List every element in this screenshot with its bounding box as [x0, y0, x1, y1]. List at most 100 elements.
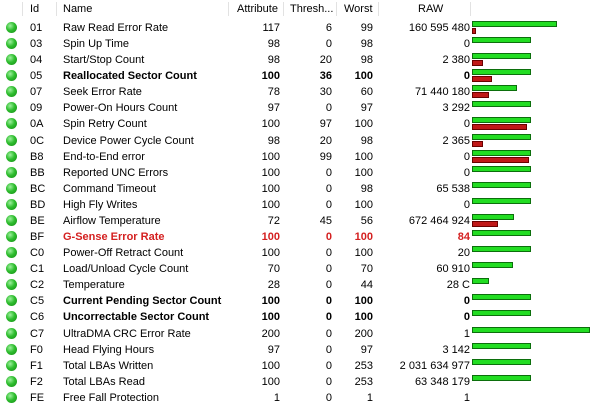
worst-cell: 56 — [360, 214, 373, 227]
raw-cell: 2 365 — [442, 134, 470, 147]
threshold-cell: 36 — [319, 70, 332, 83]
status-ok-icon — [6, 102, 17, 114]
name-cell: Airflow Temperature — [63, 214, 161, 227]
table-row[interactable]: BE Airflow Temperature 72 45 56 672 464 924 — [0, 213, 600, 229]
table-row[interactable]: 05 Reallocated Sector Count 100 36 100 0 — [0, 68, 600, 84]
attribute-cell: 100 — [261, 70, 280, 83]
table-row[interactable]: 07 Seek Error Rate 78 30 60 71 440 180 — [0, 84, 600, 100]
table-row[interactable]: BF G-Sense Error Rate 100 0 100 84 — [0, 229, 600, 245]
raw-cell: 0 — [463, 118, 470, 131]
table-row[interactable]: C5 Current Pending Sector Count 100 0 100 0 — [0, 293, 600, 309]
raw-cell: 0 — [463, 311, 470, 324]
status-column-header[interactable] — [0, 0, 22, 18]
table-row[interactable]: BC Command Timeout 100 0 98 65 538 — [0, 181, 600, 197]
name-cell: Start/Stop Count — [63, 54, 145, 67]
name-cell: Seek Error Rate — [63, 86, 142, 99]
threshold-cell: 0 — [325, 231, 332, 244]
value-bar — [472, 181, 531, 188]
attribute-column-header[interactable]: Attribute — [237, 3, 278, 15]
raw-cell: 2 380 — [442, 54, 470, 67]
worst-column-header[interactable]: Worst — [344, 3, 373, 15]
table-row[interactable]: B8 End-to-End error 100 99 100 0 — [0, 149, 600, 165]
name-column-header[interactable]: Name — [63, 3, 93, 15]
value-bar — [472, 117, 531, 124]
status-ok-icon — [6, 166, 17, 178]
raw-cell: 3 142 — [442, 343, 470, 356]
name-cell: High Fly Writes — [63, 198, 138, 211]
table-row[interactable]: 03 Spin Up Time 98 0 98 0 — [0, 36, 600, 52]
threshold-cell: 99 — [319, 150, 332, 163]
table-row[interactable]: C0 Power-Off Retract Count 100 0 100 20 — [0, 245, 600, 261]
worst-cell: 100 — [354, 70, 373, 83]
status-ok-icon — [6, 375, 17, 387]
name-cell: Temperature — [63, 279, 125, 292]
table-row[interactable]: 0C Device Power Cycle Count 98 20 98 2 365 — [0, 133, 600, 149]
raw-cell: 71 440 180 — [414, 86, 470, 99]
threshold-cell: 0 — [325, 182, 332, 195]
id-cell: FE — [30, 391, 45, 404]
name-cell: Power-Off Retract Count — [63, 247, 184, 260]
raw-cell: 0 — [463, 166, 470, 179]
table-row[interactable]: C7 UltraDMA CRC Error Rate 200 0 200 1 — [0, 326, 600, 342]
status-ok-icon — [6, 22, 17, 33]
table-row[interactable]: F0 Head Flying Hours 97 0 97 3 142 — [0, 342, 600, 358]
table-row[interactable]: BD High Fly Writes 100 0 100 0 — [0, 197, 600, 213]
raw-cell: 1 — [463, 327, 470, 340]
raw-cell: 3 292 — [442, 102, 470, 115]
threshold-cell: 0 — [325, 391, 332, 404]
value-bar — [472, 165, 531, 172]
table-row[interactable]: 01 Raw Read Error Rate 117 6 99 160 595 480 — [0, 20, 600, 36]
attribute-cell: 98 — [267, 134, 280, 147]
table-row[interactable]: C2 Temperature 28 0 44 28 C — [0, 277, 600, 293]
table-row[interactable]: C1 Load/Unload Cycle Count 70 0 70 60 910 — [0, 261, 600, 277]
id-column-header[interactable]: Id — [30, 3, 40, 15]
status-ok-icon — [6, 279, 17, 291]
name-cell: Spin Up Time — [63, 38, 130, 51]
name-cell: Head Flying Hours — [63, 343, 155, 356]
attribute-cell: 100 — [261, 247, 280, 260]
name-cell: Load/Unload Cycle Count — [63, 263, 189, 276]
threshold-cell: 0 — [325, 359, 332, 372]
worst-cell: 200 — [354, 327, 373, 340]
value-bar — [472, 101, 531, 108]
worst-cell: 98 — [360, 54, 373, 67]
raw-cell: 0 — [463, 38, 470, 51]
id-cell: C6 — [30, 311, 45, 324]
id-cell: BC — [30, 182, 46, 195]
table-row[interactable]: 0A Spin Retry Count 100 97 100 0 — [0, 116, 600, 132]
table-row[interactable]: 04 Start/Stop Count 98 20 98 2 380 — [0, 52, 600, 68]
status-ok-icon — [6, 38, 17, 50]
status-ok-icon — [6, 150, 17, 162]
raw-cell: 672 464 924 — [408, 214, 470, 227]
status-ok-icon — [6, 327, 17, 339]
table-row[interactable]: BB Reported UNC Errors 100 0 100 0 — [0, 165, 600, 181]
value-bar — [472, 326, 590, 333]
status-ok-icon — [6, 231, 17, 243]
table-row[interactable]: FE Free Fall Protection 1 0 1 1 — [0, 390, 600, 406]
status-ok-icon — [6, 54, 17, 66]
raw-cell: 0 — [463, 150, 470, 163]
threshold-cell: 20 — [319, 54, 332, 67]
table-row[interactable]: 09 Power-On Hours Count 97 0 97 3 292 — [0, 100, 600, 116]
table-row[interactable]: F2 Total LBAs Read 100 0 253 63 348 179 — [0, 374, 600, 390]
attribute-cell: 70 — [267, 263, 280, 276]
worst-cell: 70 — [360, 263, 373, 276]
threshold-bar — [472, 156, 529, 163]
value-bar — [472, 262, 513, 269]
attribute-cell: 78 — [267, 86, 280, 99]
raw-cell: 1 — [463, 391, 470, 404]
id-cell: 0A — [30, 118, 44, 131]
attribute-cell: 100 — [261, 198, 280, 211]
raw-cell: 2 031 634 977 — [399, 359, 470, 372]
table-row[interactable]: F1 Total LBAs Written 100 0 253 2 031 634 977 — [0, 358, 600, 374]
threshold-bar — [472, 140, 483, 147]
id-cell: C0 — [30, 247, 45, 260]
table-row[interactable]: C6 Uncorrectable Sector Count 100 0 100 0 — [0, 309, 600, 325]
raw-column-header[interactable]: RAW — [418, 3, 444, 15]
threshold-cell: 0 — [325, 295, 332, 308]
raw-cell: 0 — [463, 295, 470, 308]
value-bar — [472, 37, 531, 44]
threshold-cell: 0 — [325, 198, 332, 211]
attribute-cell: 1 — [273, 391, 280, 404]
threshold-column-header[interactable]: Thresh... — [290, 3, 334, 15]
